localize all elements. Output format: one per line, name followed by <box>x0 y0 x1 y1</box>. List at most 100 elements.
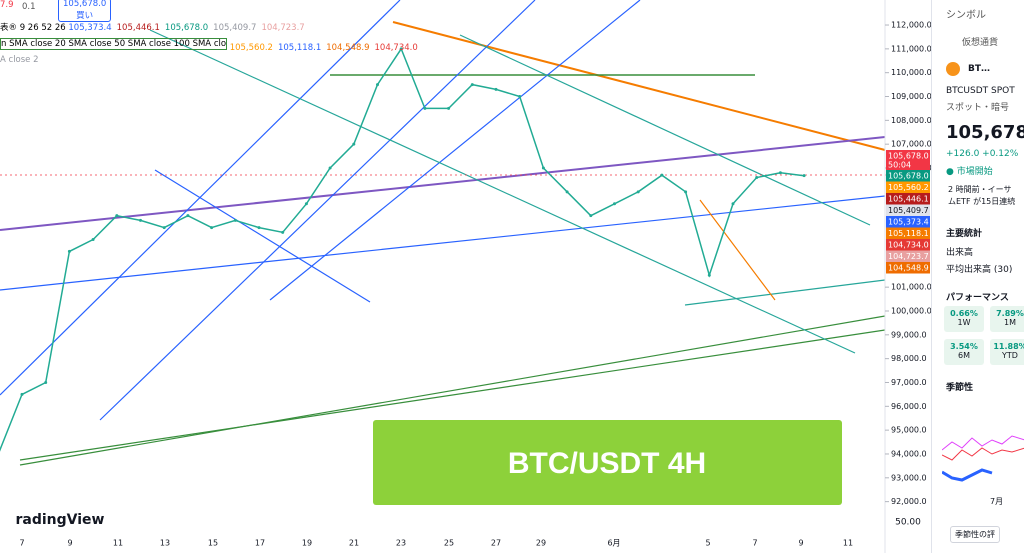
season-month: 7月 <box>990 497 1004 506</box>
y-tick-label: 99,000.0 <box>891 330 927 339</box>
price-point <box>91 237 95 241</box>
perf-period: 1M <box>1004 318 1016 327</box>
price-point <box>778 171 782 175</box>
price-point <box>44 380 48 384</box>
price-badge <box>886 250 930 262</box>
price-point <box>613 202 616 206</box>
banner-bg <box>373 420 842 505</box>
price-point <box>565 190 569 194</box>
y-tick-label: 98,000.0 <box>891 354 927 363</box>
buy-label: 買い <box>76 11 94 21</box>
price-point <box>660 173 664 177</box>
x-tick-label: 21 <box>349 539 359 548</box>
x-tick-label: 9 <box>798 539 803 548</box>
legend-b: 0.1 <box>22 2 36 12</box>
perf-card[interactable]: 3.54% 6M <box>944 339 984 365</box>
perf-card[interactable]: 7.89% 1M <box>990 306 1024 332</box>
x-tick-label: 23 <box>396 539 406 548</box>
y-tick-label: 100,000.0 <box>891 306 931 315</box>
price-badge-label: 105,409.7 <box>888 206 929 215</box>
perf-period: 1W <box>957 318 971 327</box>
perf-value: 0.66% <box>950 309 978 318</box>
price-point <box>684 190 688 194</box>
x-tick-label: 11 <box>113 539 123 548</box>
chart: radingView BTC/USDT 4H 50.00 112,000.0 11… <box>0 0 931 553</box>
status: ● 市場開始 <box>946 167 993 177</box>
price: 105,678. <box>946 122 1024 143</box>
y-tick-label: 111,000.0 <box>891 44 931 53</box>
price-point <box>304 202 308 206</box>
ichimoku-value: 105,409.7 <box>213 23 257 33</box>
price-point <box>423 106 427 110</box>
legend-a: 7.9 <box>0 0 14 10</box>
price-point <box>399 47 403 51</box>
perf-cards: 0.66% 1W 7.89% 1M 3.54% 6M 11.88% YTD <box>932 0 1024 553</box>
price-point <box>281 230 285 234</box>
price-badge-label: 105,678.0 <box>888 152 929 161</box>
ichimoku-value: 104,723.7 <box>261 23 305 33</box>
x-tick-label: 7 <box>752 539 757 548</box>
perf-card[interactable]: 11.88% YTD <box>990 339 1024 365</box>
price-badge-label: 105,373.4 <box>888 218 929 227</box>
trendlines <box>0 0 930 466</box>
y-tick-label: 110,000.0 <box>891 68 931 77</box>
sma-legend: n SMA close 20 SMA close 50 SMA close 10… <box>0 38 930 53</box>
y-tick-label: 94,000.0 <box>891 449 927 458</box>
symbol-short[interactable]: BT… <box>968 64 990 74</box>
season-chart <box>942 435 1024 482</box>
season-title: 季節性 <box>946 383 974 393</box>
price-point <box>731 202 735 206</box>
price-badge-label: 105,446.1 <box>888 195 929 204</box>
change: +126.0 +0.12% <box>946 149 1019 159</box>
price-badge <box>886 204 930 216</box>
perf-card[interactable]: 0.66% 1W <box>944 306 984 332</box>
watermark: radingView <box>16 512 105 528</box>
price-badge <box>886 150 930 170</box>
perf-title: パフォーマンス <box>946 293 1009 303</box>
ichimoku-value: 105,373.4 <box>68 23 112 33</box>
news-2[interactable]: ムETF が15日連続 <box>948 197 1016 206</box>
price-point <box>186 214 190 218</box>
x-tick-label: 15 <box>208 539 218 548</box>
price-point <box>210 226 214 230</box>
news-1[interactable]: 2 時間前・イーサ <box>948 185 1012 194</box>
side-panel: シンボル 仮想通貨 BT… BTCUSDT SPOT スポット・暗号 105,6… <box>931 0 1024 553</box>
y-tick-label: 108,000.0 <box>891 116 931 125</box>
ichimoku-legend: 表® 9 26 52 26 105,373.4 105,446.1 105,678.… <box>0 21 310 33</box>
buy-box[interactable]: 105,678.0 買い <box>58 0 112 22</box>
x-tick-label: 17 <box>255 539 265 548</box>
sma-label: n SMA close 20 SMA close 50 SMA close 10… <box>0 38 227 50</box>
buy-price: 105,678.0 <box>63 0 107 9</box>
x-tick-label: 9 <box>67 539 72 548</box>
price-point <box>115 214 119 218</box>
x-tick-label: 7 <box>19 539 24 548</box>
season-button[interactable]: 季節性の評 <box>950 526 1000 543</box>
panel-heading: シンボル <box>946 10 986 21</box>
perf-period: 6M <box>958 351 970 360</box>
stats-title: 主要統計 <box>946 229 983 239</box>
price-point <box>589 214 593 218</box>
x-tick-label: 25 <box>444 539 454 548</box>
price-point <box>233 218 237 222</box>
category: 仮想通貨 <box>962 38 999 48</box>
price-point <box>352 142 356 146</box>
ichimoku-value: 105,446.1 <box>116 23 160 33</box>
price-point <box>257 226 261 230</box>
perf-value: 7.89% <box>996 309 1024 318</box>
price-line <box>0 47 805 452</box>
price-badge <box>886 262 930 274</box>
price-badge <box>886 181 930 193</box>
price-badge <box>886 227 930 239</box>
btc-icon <box>946 62 960 76</box>
sma-value: 105,118.1 <box>277 43 322 53</box>
status-text: 市場開始 <box>956 167 993 177</box>
price-badge-label: 104,734.0 <box>888 241 929 250</box>
x-tick-label: 6月 <box>607 539 620 548</box>
x-tick-label: 29 <box>536 539 546 548</box>
price-point <box>447 106 451 110</box>
market: スポット・暗号 <box>946 103 1010 113</box>
banner: BTC/USDT 4H <box>508 447 706 480</box>
legend-extra: A close 2 <box>0 55 39 65</box>
price-point <box>328 166 332 170</box>
